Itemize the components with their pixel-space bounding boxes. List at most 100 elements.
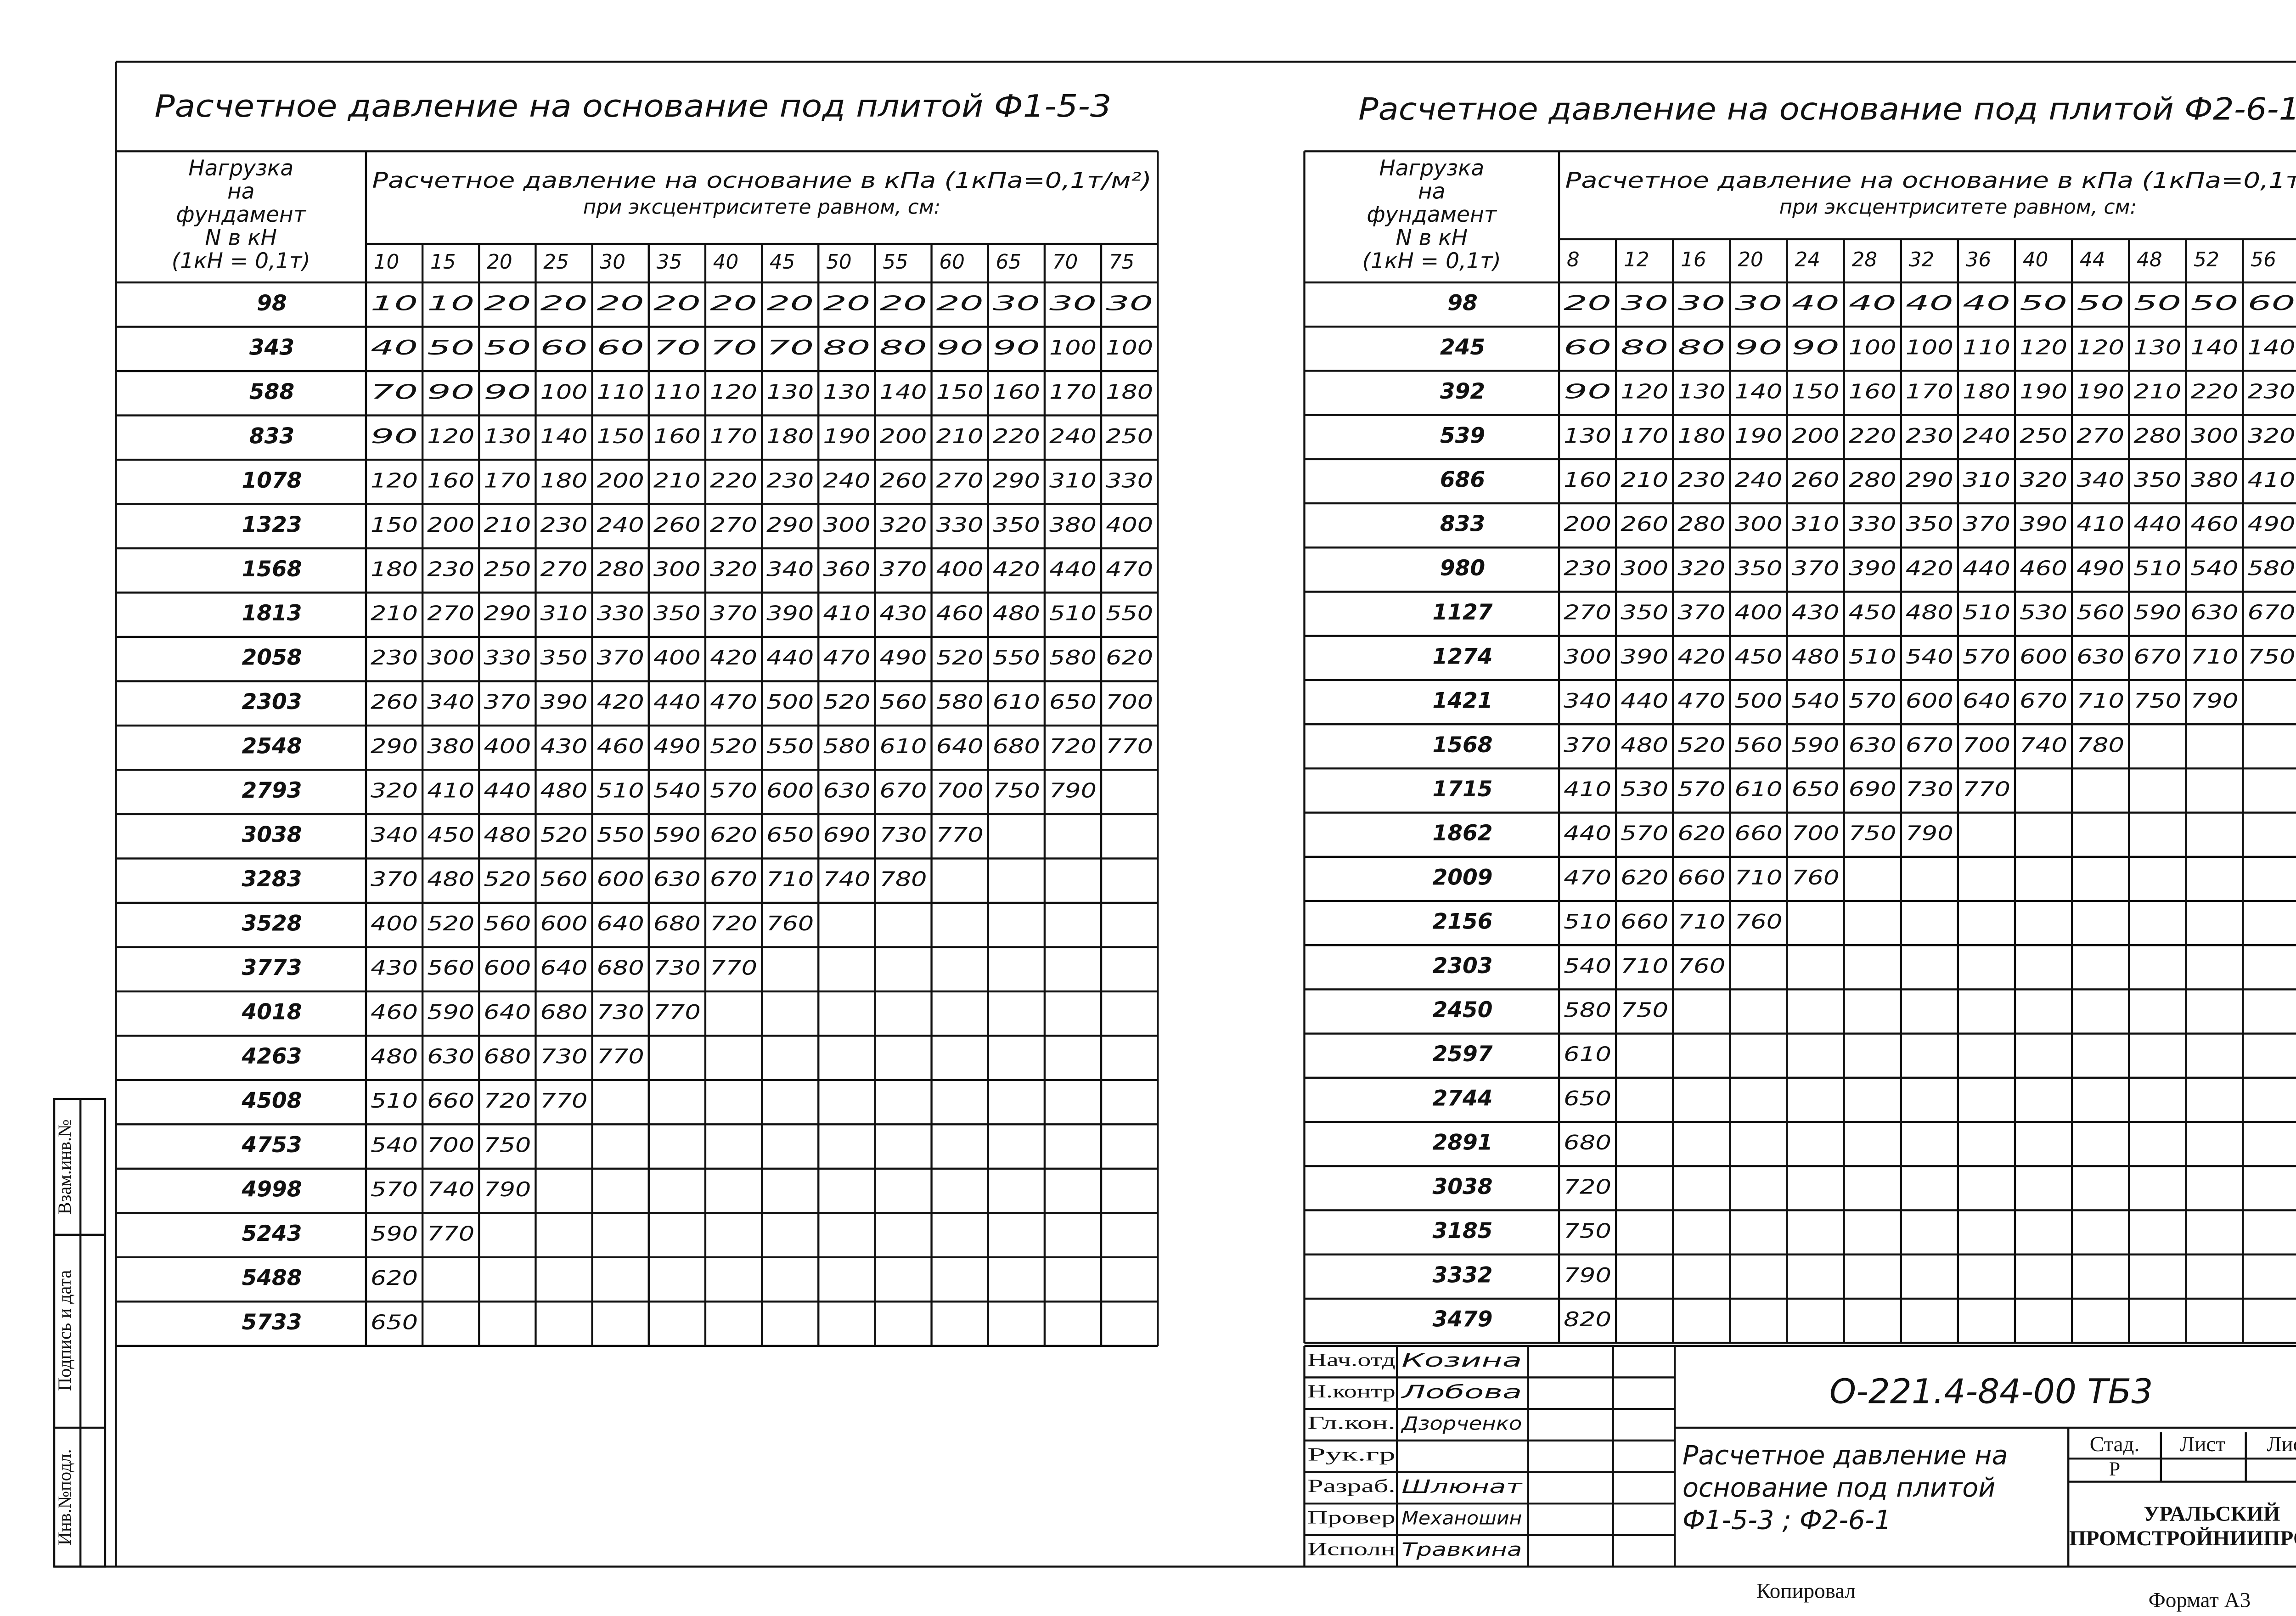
pressure-value: 540 xyxy=(1564,954,1611,978)
pressure-value: 400 xyxy=(371,912,418,935)
pressure-value: 660 xyxy=(1621,910,1668,934)
pressure-value: 670 xyxy=(2020,689,2067,713)
pressure-value: 290 xyxy=(1906,468,1953,492)
column-header: при эксцентриситете равном, см: xyxy=(1779,196,2137,219)
pressure-value: 350 xyxy=(1906,512,1953,536)
pressure-value: 10 xyxy=(427,292,474,315)
pressure-value: 650 xyxy=(766,823,814,847)
pressure-value: 570 xyxy=(1677,777,1725,801)
pressure-value: 590 xyxy=(427,1001,474,1024)
pressure-value: 570 xyxy=(1963,645,2010,669)
pressure-value: 350 xyxy=(2133,468,2181,492)
pressure-value: 140 xyxy=(879,380,927,404)
pressure-value: 630 xyxy=(823,779,870,803)
pressure-value: 300 xyxy=(1564,645,1611,669)
pressure-value: 170 xyxy=(1049,380,1097,404)
pressure-value: 270 xyxy=(936,469,984,492)
pressure-value: 510 xyxy=(1849,645,1896,669)
column-label: 40 xyxy=(2023,248,2048,271)
pressure-value: 150 xyxy=(371,513,418,537)
pressure-value: 340 xyxy=(1564,689,1611,713)
pressure-value: 790 xyxy=(2190,689,2238,713)
pressure-value: 300 xyxy=(1735,512,1783,536)
pressure-value: 140 xyxy=(2190,336,2238,359)
pressure-value: 550 xyxy=(597,823,644,847)
row-header: (1кН = 0,1т) xyxy=(172,248,310,274)
load-value: 2793 xyxy=(242,778,302,803)
staff-name: Лобова xyxy=(1400,1381,1522,1403)
pressure-value: 100 xyxy=(1049,336,1097,360)
pressure-value: 500 xyxy=(766,691,814,714)
pressure-value: 550 xyxy=(766,735,814,758)
side-stamp-label: Подпись и дата xyxy=(54,1270,75,1391)
pressure-value: 160 xyxy=(1564,468,1611,492)
pressure-value: 730 xyxy=(879,823,927,847)
pressure-value: 700 xyxy=(936,779,984,803)
pressure-value: 190 xyxy=(823,425,870,448)
pressure-value: 130 xyxy=(1677,380,1725,404)
pressure-value: 110 xyxy=(653,380,701,404)
pressure-value: 490 xyxy=(653,735,701,758)
pressure-value: 580 xyxy=(1564,999,1611,1022)
pressure-value: 640 xyxy=(936,735,984,758)
pressure-value: 100 xyxy=(540,380,588,404)
pressure-value: 20 xyxy=(1564,292,1611,315)
staff-role: Рук.гр xyxy=(1307,1444,1396,1464)
pressure-value: 600 xyxy=(484,957,531,980)
column-label: 30 xyxy=(600,250,625,274)
column-header: при эксцентриситете равном, см: xyxy=(583,196,941,219)
pressure-value: 480 xyxy=(540,779,588,803)
pressure-value: 560 xyxy=(427,957,474,980)
pressure-value: 230 xyxy=(1906,424,1953,448)
pressure-value: 210 xyxy=(371,602,418,625)
pressure-value: 30 xyxy=(1106,292,1153,315)
pressure-value: 680 xyxy=(1564,1131,1611,1154)
pressure-value: 110 xyxy=(1963,336,2010,359)
pressure-value: 20 xyxy=(879,292,927,315)
pressure-value: 460 xyxy=(936,602,984,625)
staff-name: Дзорченко xyxy=(1401,1413,1522,1434)
pressure-value: 760 xyxy=(1677,954,1725,978)
pressure-value: 730 xyxy=(540,1045,588,1069)
staff-role: Разраб. xyxy=(1307,1475,1396,1496)
pressure-value: 710 xyxy=(1735,866,1783,890)
load-value: 2058 xyxy=(242,645,302,670)
pressure-value: 180 xyxy=(1106,380,1153,404)
pressure-value: 130 xyxy=(484,425,531,448)
pressure-value: 210 xyxy=(653,469,701,492)
pressure-value: 530 xyxy=(1621,777,1668,801)
pressure-value: 290 xyxy=(766,513,814,537)
pressure-value: 300 xyxy=(2190,424,2238,448)
pressure-value: 620 xyxy=(1677,822,1725,845)
table-title: Расчетное давление на основание под плит… xyxy=(155,88,1112,124)
pressure-value: 640 xyxy=(597,912,644,935)
pressure-value: 120 xyxy=(2020,336,2067,359)
pressure-value: 90 xyxy=(371,425,418,448)
load-value: 539 xyxy=(1440,423,1485,448)
pressure-value: 680 xyxy=(993,735,1040,758)
pressure-value: 740 xyxy=(2020,733,2067,757)
pressure-value: 300 xyxy=(823,513,870,537)
load-value: 2891 xyxy=(1433,1130,1493,1155)
pressure-value: 120 xyxy=(1621,380,1668,404)
pressure-value: 220 xyxy=(1849,424,1896,448)
pressure-value: 330 xyxy=(597,602,644,625)
pressure-value: 420 xyxy=(1906,557,1953,580)
description: Ф1-5-3 ; Ф2-6-1 xyxy=(1683,1505,1891,1536)
pressure-value: 20 xyxy=(484,292,531,315)
pressure-value: 320 xyxy=(1677,557,1725,580)
pressure-value: 220 xyxy=(710,469,757,492)
pressure-value: 320 xyxy=(371,779,418,803)
pressure-value: 310 xyxy=(1792,512,1840,536)
pressure-value: 480 xyxy=(1792,645,1840,669)
pressure-value: 560 xyxy=(879,691,927,714)
staff-name: Шлюнат xyxy=(1401,1476,1523,1498)
pressure-value: 370 xyxy=(1677,601,1725,625)
load-value: 2303 xyxy=(1433,953,1493,979)
load-value: 1568 xyxy=(1433,732,1493,758)
pressure-value: 280 xyxy=(1677,512,1725,536)
pressure-value: 350 xyxy=(993,513,1040,537)
pressure-value: 610 xyxy=(993,691,1040,714)
column-label: 56 xyxy=(2251,248,2276,271)
